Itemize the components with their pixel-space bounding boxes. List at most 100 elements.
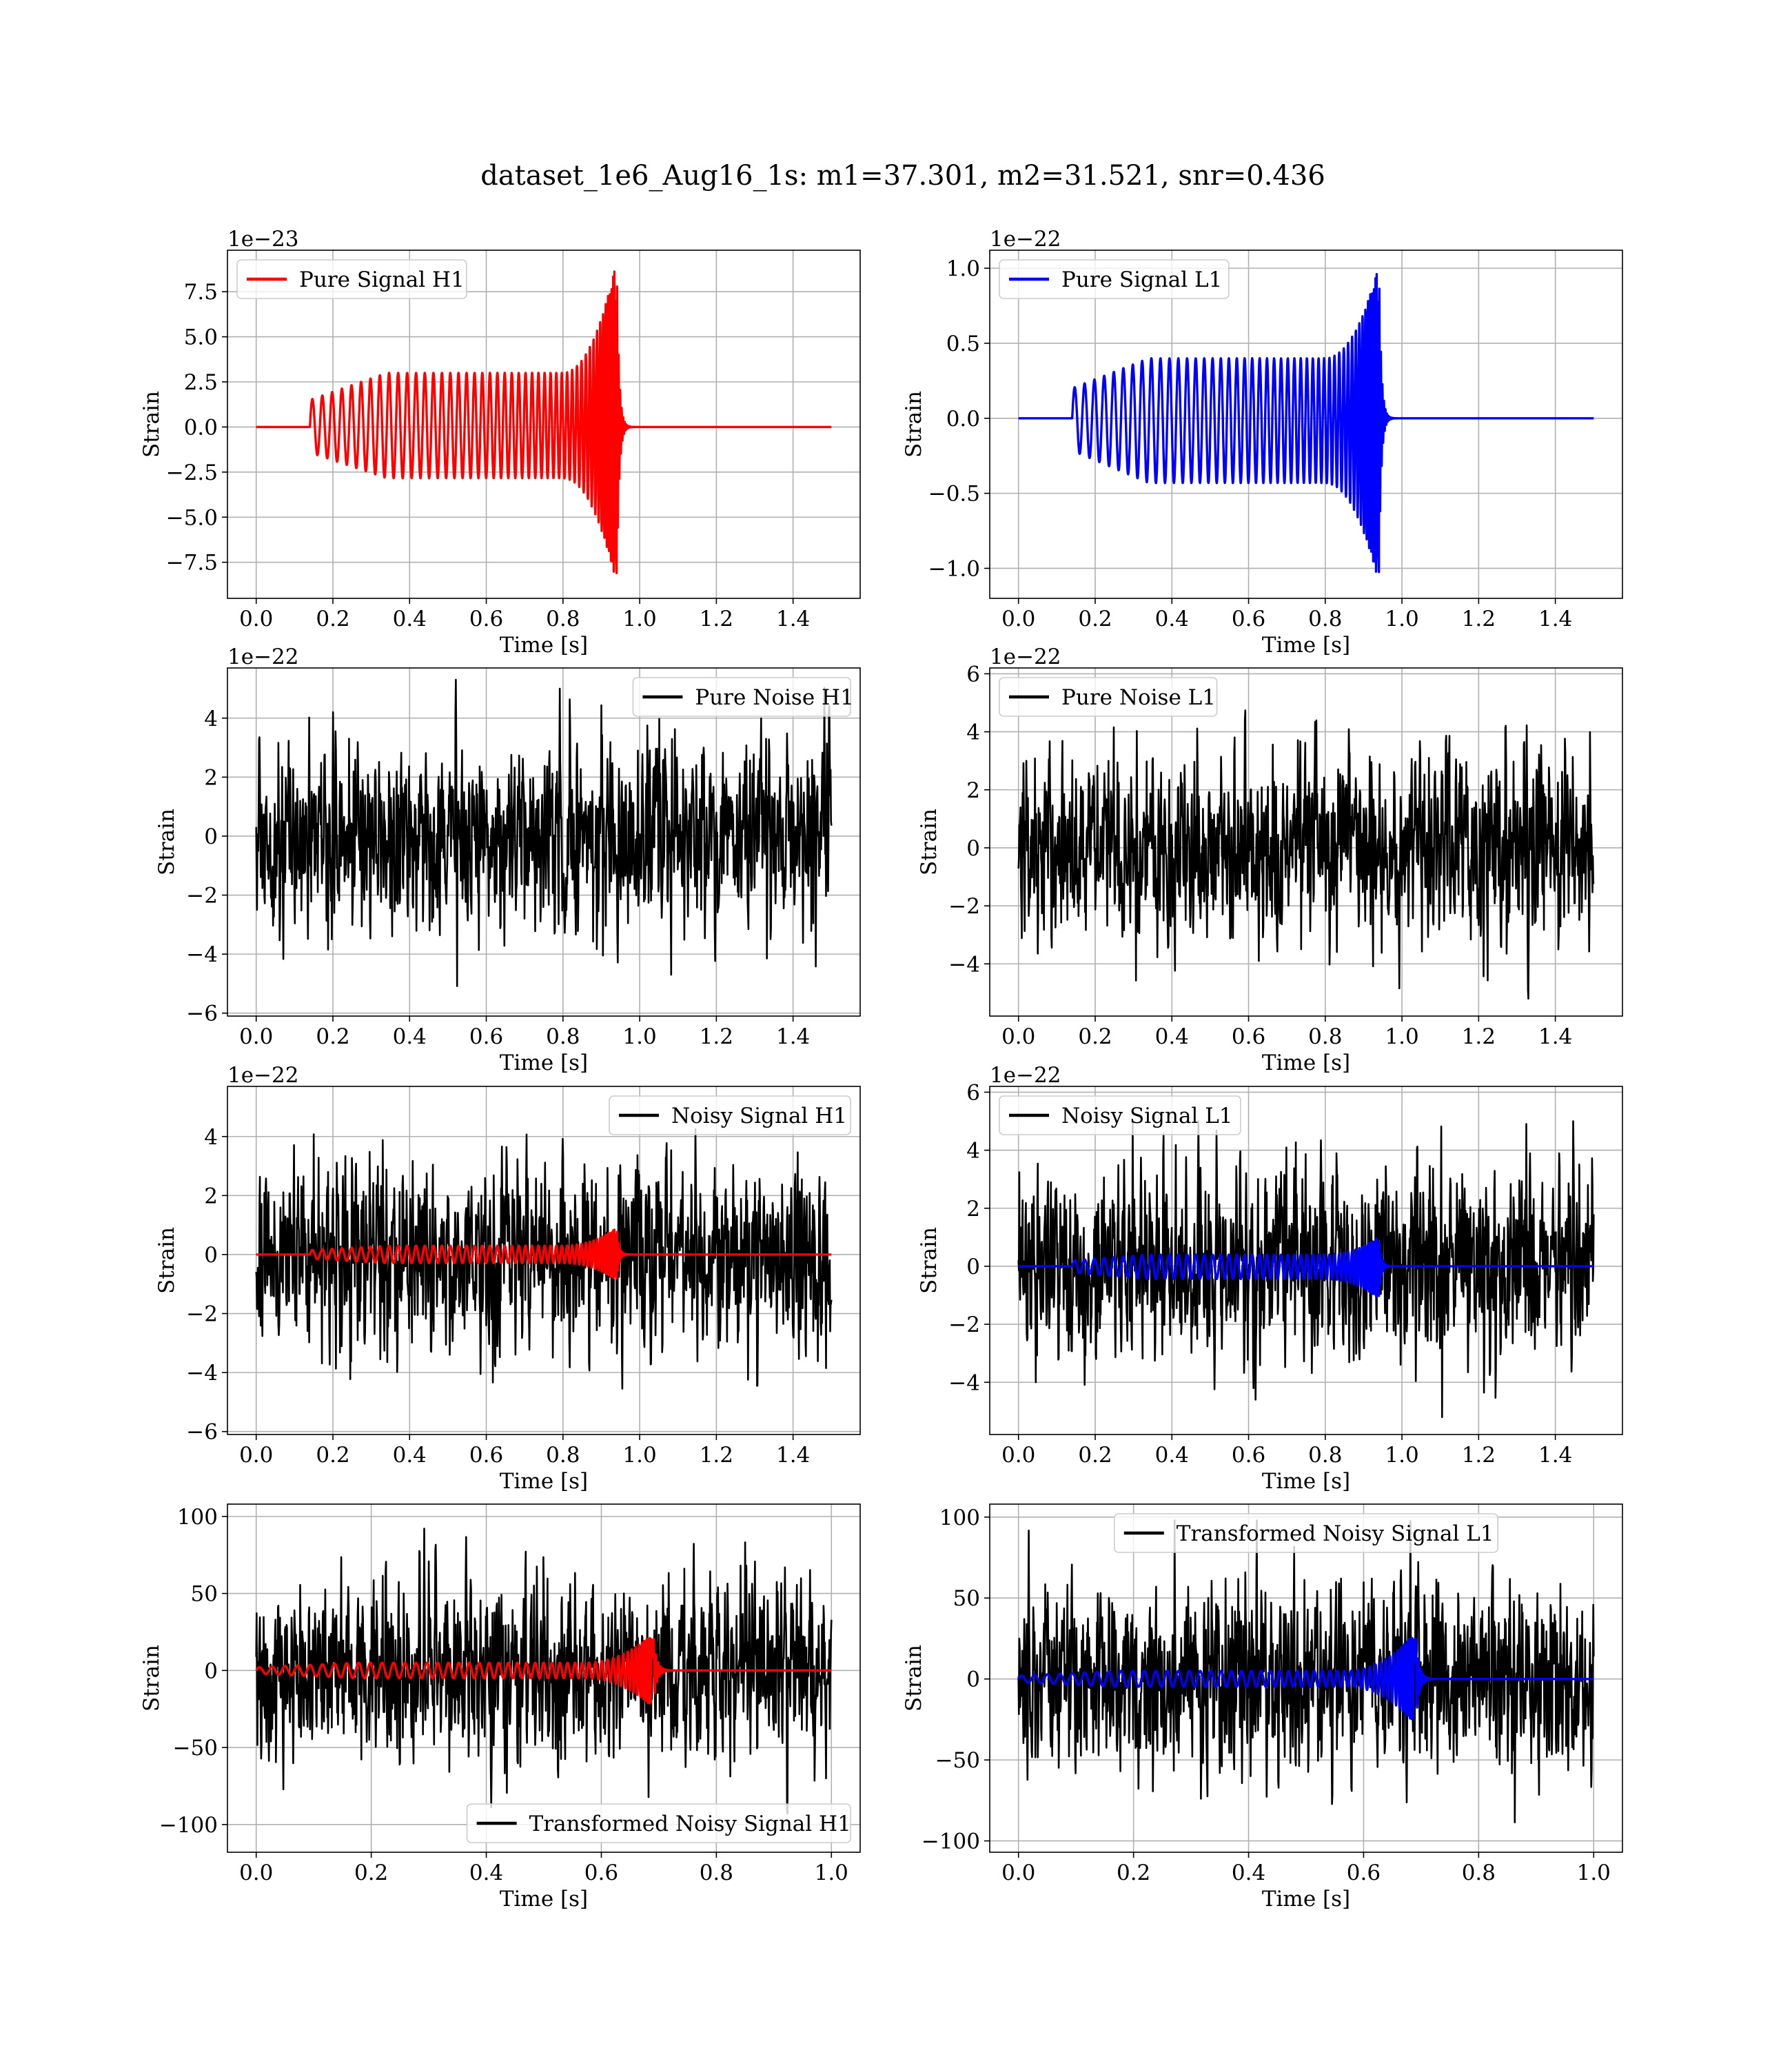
- x-tick-label: 0.4: [393, 1024, 427, 1049]
- y-tick-label: −50: [173, 1736, 218, 1761]
- series-noise-0: [1017, 1120, 1595, 1419]
- y-tick-label: 2: [966, 1197, 980, 1221]
- y-tick-label: 2: [204, 1184, 218, 1208]
- series-chirp-1: [255, 1636, 833, 1705]
- x-tick-label: 1.0: [1385, 607, 1418, 631]
- x-tick-label: 1.2: [1462, 1443, 1496, 1468]
- x-tick-label: 0.2: [1117, 1861, 1150, 1885]
- y-tick-label: 5.0: [184, 325, 218, 350]
- y-tick-label: 7.5: [184, 280, 218, 305]
- y-axis-label: Strain: [917, 1227, 941, 1294]
- x-tick-label: 0.4: [393, 1443, 427, 1468]
- legend-label: Pure Signal L1: [1061, 267, 1222, 292]
- panel-noisy-signal-l1: 0.0 0.2 0.4 0.6 0.8 1.0 1.2 1.4 −4 −2 0 2 4 6 Time [s]…: [917, 1063, 1623, 1494]
- x-axis-label: Time [s]: [1262, 1051, 1350, 1075]
- x-tick-label: 0.4: [1155, 1443, 1189, 1468]
- y-tick-label: 2: [204, 765, 218, 790]
- x-tick-label: 0.4: [469, 1861, 503, 1885]
- series-noise-0: [255, 1528, 833, 1815]
- legend-label: Noisy Signal L1: [1061, 1104, 1233, 1128]
- y-tick-label: 0.0: [946, 407, 980, 432]
- plot-area: [1017, 709, 1595, 1000]
- axes-frame: [227, 1503, 861, 1853]
- y-tick-label: −2.5: [166, 460, 218, 485]
- x-tick-label: 0.0: [1001, 1861, 1035, 1885]
- y-tick-label: −4: [186, 1361, 218, 1386]
- y-tick-label: 0: [204, 824, 218, 849]
- y-tick-label: 6: [966, 662, 980, 687]
- legend-frame: [236, 259, 467, 299]
- x-tick-label: 0.2: [316, 1024, 349, 1049]
- panel-transformed-noisy-signal-l1: 0.0 0.2 0.4 0.6 0.8 1.0 −100 −50 0 50 100 Time [s] S…: [902, 1503, 1623, 1912]
- x-axis-label: Time [s]: [1262, 1469, 1350, 1494]
- x-tick-label: 0.8: [700, 1861, 733, 1885]
- x-tick-label: 0.8: [1462, 1861, 1496, 1885]
- y-axis-label: Strain: [139, 1645, 164, 1712]
- legend: Transformed Noisy Signal L1: [1114, 1513, 1499, 1553]
- y-tick-label: −7.5: [166, 551, 218, 576]
- y-axis-label: Strain: [902, 1645, 926, 1712]
- x-tick-label: 1.4: [776, 1024, 810, 1049]
- x-tick-label: 0.8: [1308, 1443, 1342, 1468]
- y-tick-label: −100: [922, 1829, 980, 1854]
- x-tick-label: 0.6: [1232, 1443, 1265, 1468]
- x-tick-label: 0.0: [239, 1861, 273, 1885]
- x-tick-label: 0.6: [584, 1861, 618, 1885]
- x-tick-label: 0.2: [1078, 1443, 1112, 1468]
- legend: Pure Signal L1: [999, 259, 1230, 299]
- x-tick-label: 1.4: [1538, 1024, 1572, 1049]
- x-tick-label: 0.2: [1078, 1024, 1112, 1049]
- x-tick-label: 1.2: [1462, 1024, 1496, 1049]
- x-tick-label: 0.0: [1001, 607, 1035, 631]
- y-tick-label: 50: [191, 1582, 218, 1607]
- x-tick-label: 0.0: [239, 607, 273, 631]
- x-tick-label: 1.4: [776, 607, 810, 631]
- x-tick-label: 0.2: [316, 607, 349, 631]
- legend: Transformed Noisy Signal H1: [466, 1803, 851, 1843]
- axes-frame: [989, 250, 1623, 599]
- series-chirp-1: [1017, 1237, 1595, 1297]
- y-tick-label: −0.5: [928, 482, 980, 507]
- x-tick-label: 1.0: [1577, 1861, 1611, 1885]
- offset-text: 1e−22: [227, 1063, 299, 1088]
- y-axis-label: Strain: [154, 809, 179, 875]
- y-tick-label: 50: [953, 1586, 980, 1611]
- x-tick-label: 1.2: [700, 1443, 733, 1468]
- plot-area: [1017, 1519, 1595, 1823]
- x-tick-label: 1.4: [1538, 1443, 1572, 1468]
- y-tick-label: 0: [204, 1243, 218, 1268]
- x-tick-label: 0.2: [1078, 607, 1112, 631]
- x-tick-label: 0.2: [316, 1443, 349, 1468]
- y-tick-label: 0.0: [184, 415, 218, 440]
- legend-frame: [609, 1095, 851, 1135]
- x-tick-label: 0.4: [393, 607, 427, 631]
- y-axis-label: Strain: [154, 1227, 179, 1294]
- offset-text: 1e−22: [990, 1063, 1061, 1088]
- y-tick-label: 2.5: [184, 370, 218, 395]
- offset-text: 1e−23: [227, 227, 299, 252]
- x-axis-label: Time [s]: [500, 1887, 588, 1912]
- y-tick-label: −4: [948, 1370, 980, 1395]
- legend-frame: [999, 677, 1218, 717]
- plot-area: [1017, 273, 1595, 574]
- offset-text: 1e−22: [227, 645, 299, 669]
- y-tick-label: 2: [966, 778, 980, 803]
- y-tick-label: −4: [186, 942, 218, 967]
- x-axis-label: Time [s]: [1262, 633, 1350, 658]
- series-chirp-0: [1017, 273, 1595, 574]
- axes-frame: [989, 1086, 1623, 1435]
- plot-area: [255, 1128, 833, 1390]
- legend-label: Noisy Signal H1: [671, 1104, 847, 1128]
- plot-area: [255, 270, 833, 574]
- x-tick-label: 0.2: [354, 1861, 388, 1885]
- x-tick-label: 0.0: [239, 1443, 273, 1468]
- series-chirp-0: [255, 270, 833, 574]
- series-noise-0: [1017, 1519, 1595, 1823]
- x-tick-label: 0.4: [1155, 607, 1189, 631]
- x-tick-label: 0.6: [1232, 607, 1265, 631]
- figure-title: dataset_1e6_Aug16_1s: m1=37.301, m2=31.5…: [480, 160, 1325, 192]
- y-tick-label: −6: [186, 1002, 218, 1026]
- y-tick-label: −2: [948, 1312, 980, 1337]
- x-tick-label: 1.4: [776, 1443, 810, 1468]
